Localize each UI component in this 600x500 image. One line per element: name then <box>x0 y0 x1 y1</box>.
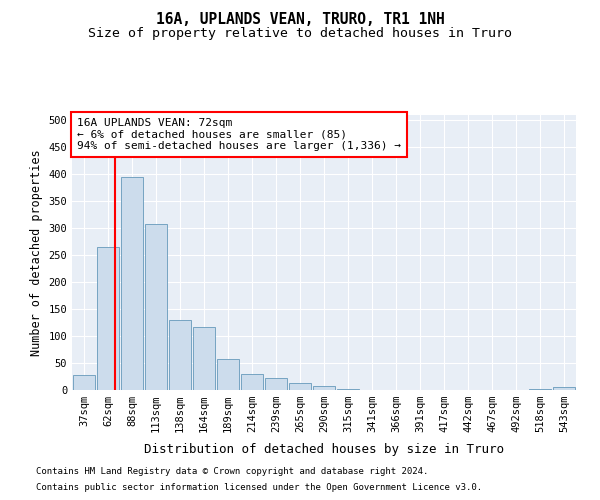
Bar <box>145 224 167 390</box>
Bar <box>553 388 575 390</box>
Bar <box>73 376 95 390</box>
Bar <box>529 389 551 390</box>
X-axis label: Distribution of detached houses by size in Truro: Distribution of detached houses by size … <box>144 444 504 456</box>
Text: Size of property relative to detached houses in Truro: Size of property relative to detached ho… <box>88 28 512 40</box>
Text: 16A, UPLANDS VEAN, TRURO, TR1 1NH: 16A, UPLANDS VEAN, TRURO, TR1 1NH <box>155 12 445 28</box>
Bar <box>241 374 263 390</box>
Bar <box>97 247 119 390</box>
Bar <box>313 386 335 390</box>
Bar <box>217 360 239 390</box>
Bar <box>193 327 215 390</box>
Text: Contains public sector information licensed under the Open Government Licence v3: Contains public sector information licen… <box>36 484 482 492</box>
Bar <box>121 177 143 390</box>
Bar <box>289 383 311 390</box>
Y-axis label: Number of detached properties: Number of detached properties <box>30 149 43 356</box>
Bar <box>169 320 191 390</box>
Text: Contains HM Land Registry data © Crown copyright and database right 2024.: Contains HM Land Registry data © Crown c… <box>36 467 428 476</box>
Bar <box>337 389 359 390</box>
Text: 16A UPLANDS VEAN: 72sqm
← 6% of detached houses are smaller (85)
94% of semi-det: 16A UPLANDS VEAN: 72sqm ← 6% of detached… <box>77 118 401 151</box>
Bar <box>265 378 287 390</box>
